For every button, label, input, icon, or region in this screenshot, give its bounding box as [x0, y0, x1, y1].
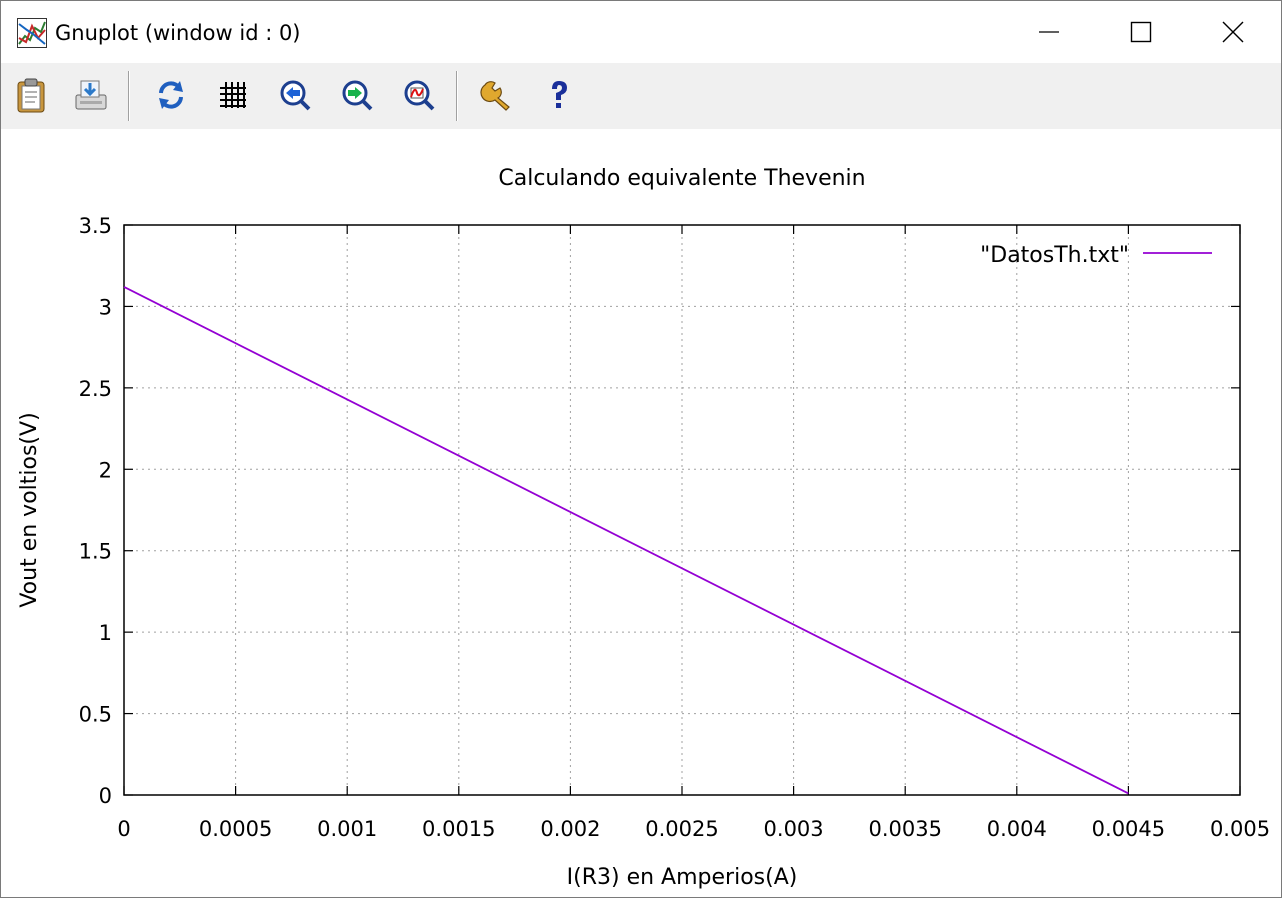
series-layer	[123, 286, 1129, 795]
plot-border	[123, 224, 1241, 796]
replot-icon	[159, 81, 183, 109]
autoscale-button[interactable]	[397, 73, 441, 117]
y-tick-label: 2.5	[79, 377, 112, 401]
autoscale-icon	[404, 80, 435, 111]
x-tick-label: 0.0015	[422, 817, 495, 841]
gnuplot-app-icon	[17, 18, 47, 48]
y-tick-labels: 0 0.5 1 1.5 2 2.5 3 3.5	[79, 214, 112, 808]
help-button[interactable]	[537, 73, 581, 117]
print-icon	[75, 80, 107, 110]
zoom-next-icon	[342, 80, 373, 111]
x-tick-label: 0.004	[987, 817, 1047, 841]
close-icon	[1222, 21, 1244, 43]
x-tick-label: 0.001	[317, 817, 377, 841]
toolbar	[1, 63, 1281, 129]
maximize-button[interactable]	[1095, 1, 1187, 63]
x-tick-label: 0.003	[764, 817, 824, 841]
minimize-icon	[1039, 31, 1059, 33]
plot-canvas[interactable]: Calculando equivalente Thevenin 0 0.0005 0…	[1, 129, 1281, 897]
x-tick-label: 0.0005	[199, 817, 272, 841]
toolbar-separator	[456, 71, 458, 121]
close-button[interactable]	[1187, 1, 1279, 63]
y-tick-label: 1	[99, 621, 112, 645]
zoom-previous-button[interactable]	[273, 73, 317, 117]
options-icon	[480, 81, 510, 111]
chart: Calculando equivalente Thevenin 0 0.0005 0…	[17, 166, 1270, 890]
y-tick-label: 3	[99, 295, 112, 319]
series-line	[123, 286, 1129, 795]
legend-label: "DatosTh.txt"	[980, 243, 1129, 268]
replot-button[interactable]	[149, 73, 193, 117]
window-title: Gnuplot (window id : 0)	[55, 21, 301, 45]
x-tick-label: 0.005	[1210, 817, 1270, 841]
y-axis-label: Vout en voltios(V)	[17, 412, 42, 607]
copy-clipboard-button[interactable]	[9, 73, 53, 117]
x-tick-label: 0.0045	[1092, 817, 1165, 841]
maximize-icon	[1130, 21, 1152, 43]
x-tick-label: 0.0025	[645, 817, 718, 841]
grid	[124, 225, 1240, 795]
help-icon	[552, 81, 567, 108]
x-tick-label: 0.002	[540, 817, 600, 841]
y-tick-label: 2	[99, 458, 112, 482]
x-axis-label: I(R3) en Amperios(A)	[567, 865, 798, 890]
clipboard-icon	[17, 78, 45, 113]
zoom-previous-icon	[280, 80, 311, 111]
grid-button[interactable]	[211, 73, 255, 117]
print-button[interactable]	[69, 73, 113, 117]
title-bar[interactable]: Gnuplot (window id : 0)	[1, 1, 1281, 63]
y-tick-label: 0	[99, 784, 112, 808]
x-tick-labels: 0 0.0005 0.001 0.0015 0.002 0.0025 0.003 0.0035…	[117, 817, 1270, 841]
x-tick-label: 0	[117, 817, 130, 841]
minimize-button[interactable]	[1003, 1, 1095, 63]
y-tick-label: 0.5	[79, 703, 112, 727]
grid-icon	[220, 82, 246, 108]
zoom-next-button[interactable]	[335, 73, 379, 117]
y-tick-label: 3.5	[79, 214, 112, 238]
chart-title: Calculando equivalente Thevenin	[498, 166, 865, 191]
toolbar-separator	[128, 71, 130, 121]
options-button[interactable]	[475, 73, 519, 117]
y-tick-label: 1.5	[79, 540, 112, 564]
x-tick-label: 0.0035	[868, 817, 941, 841]
legend: "DatosTh.txt"	[980, 243, 1212, 268]
